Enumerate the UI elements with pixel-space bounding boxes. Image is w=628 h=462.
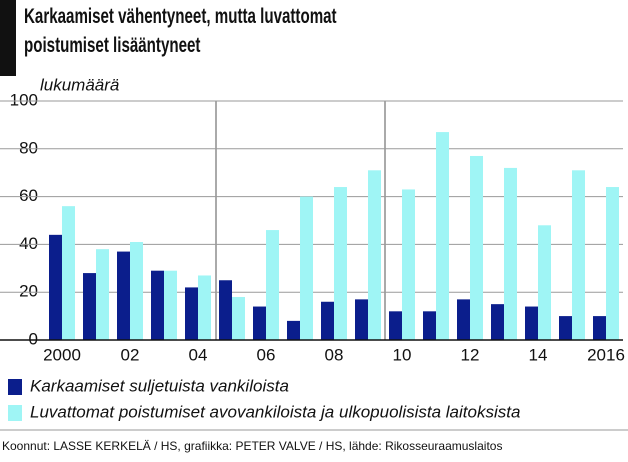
bar <box>185 287 198 340</box>
y-tick-label: 80 <box>19 138 38 157</box>
bar <box>538 225 551 340</box>
bar <box>355 299 368 340</box>
bar <box>49 234 62 340</box>
x-tick-label: 10 <box>393 345 412 364</box>
bar <box>491 304 504 340</box>
y-axis-label: lukumäärä <box>40 75 119 94</box>
bar <box>130 242 143 340</box>
y-tick-label: 100 <box>10 90 38 109</box>
title-bar <box>0 0 16 76</box>
x-tick-label: 06 <box>257 345 276 364</box>
bar <box>164 270 177 340</box>
x-tick-label: 14 <box>529 345 548 364</box>
bar <box>117 251 130 340</box>
x-tick-label: 04 <box>189 345 208 364</box>
bar <box>423 311 436 340</box>
legend-label: Luvattomat poistumiset avovankiloista ja… <box>30 402 520 421</box>
bar <box>572 170 585 340</box>
bar <box>436 132 449 340</box>
bar <box>321 301 334 340</box>
y-tick-label: 40 <box>19 234 38 253</box>
y-tick-label: 20 <box>19 282 38 301</box>
legend-swatch <box>8 379 22 395</box>
bar <box>151 270 164 340</box>
bar <box>300 196 313 340</box>
legend-swatch <box>8 405 22 421</box>
bar <box>402 189 415 340</box>
bar <box>287 320 300 340</box>
x-tick-label: 02 <box>121 345 140 364</box>
bar <box>232 296 245 340</box>
bar <box>389 311 402 340</box>
x-tick-label: 08 <box>325 345 344 364</box>
bar <box>606 187 619 340</box>
y-tick-label: 0 <box>29 329 38 348</box>
x-tick-label: 2016 <box>587 345 625 364</box>
bar <box>504 167 517 340</box>
bar <box>559 316 572 340</box>
bar <box>253 306 266 340</box>
bar <box>368 170 381 340</box>
bar <box>83 273 96 340</box>
bar <box>266 230 279 340</box>
bar <box>470 155 483 340</box>
bar <box>334 187 347 340</box>
x-tick-label: 2000 <box>43 345 81 364</box>
y-tick-label: 60 <box>19 186 38 205</box>
bar <box>593 316 606 340</box>
bar <box>525 306 538 340</box>
legend-label: Karkaamiset suljetuista vankiloista <box>30 376 289 395</box>
chart-title: Karkaamiset vähentyneet, mutta luvattoma… <box>24 5 337 57</box>
bar <box>198 275 211 340</box>
bar <box>219 280 232 340</box>
bar <box>62 206 75 340</box>
source: Koonnut: LASSE KERKELÄ / HS, grafiikka: … <box>2 439 502 453</box>
bar <box>96 249 109 340</box>
x-tick-label: 12 <box>461 345 480 364</box>
bar <box>457 299 470 340</box>
